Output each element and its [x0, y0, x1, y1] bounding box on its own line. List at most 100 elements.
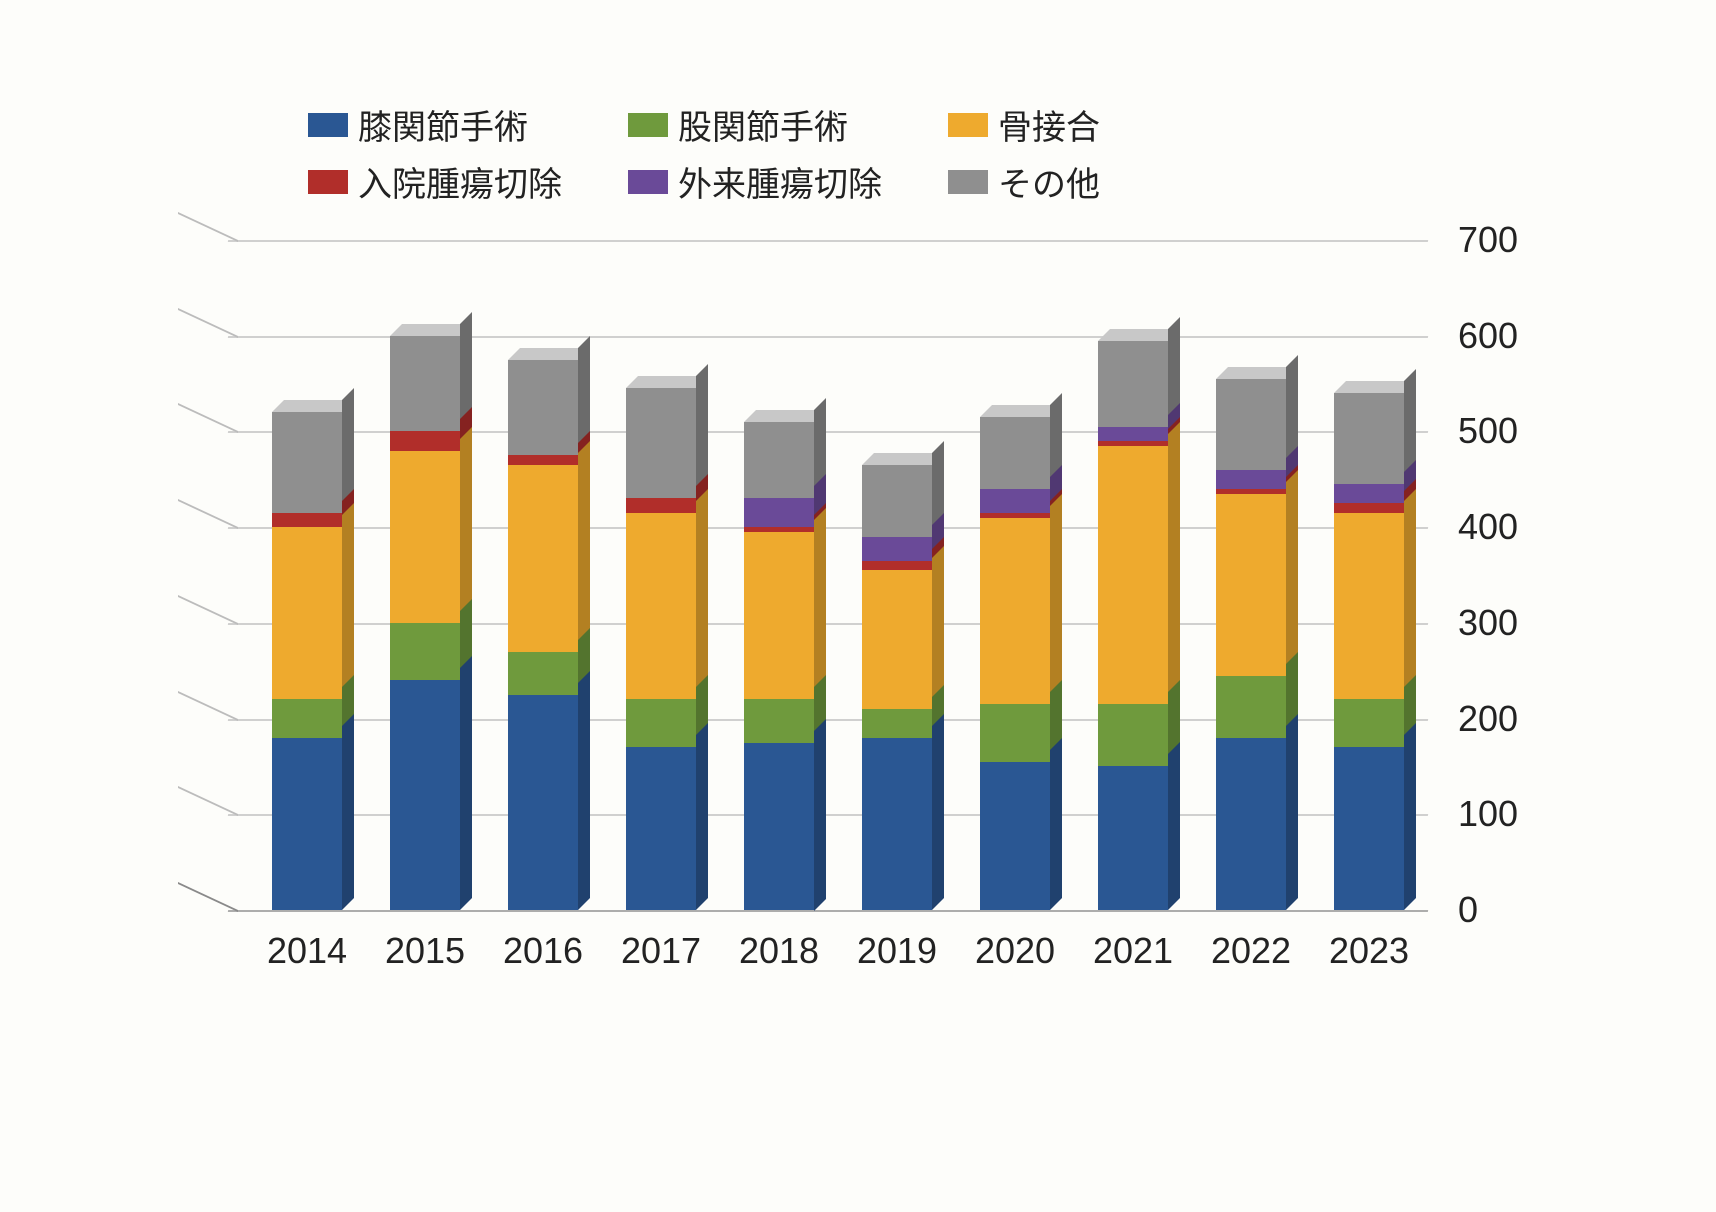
bar-segment-s4: [272, 513, 342, 527]
bar-2018: 2018: [744, 422, 814, 910]
legend-item-s2: 股関節手術: [628, 100, 908, 149]
bar-segment-s1: [390, 680, 460, 910]
y-tick-label: 0: [1458, 889, 1478, 931]
bar-segment-s3: [1216, 494, 1286, 676]
x-tick-label: 2021: [1093, 930, 1173, 972]
bar-segment-s6: [862, 465, 932, 537]
x-tick-label: 2015: [385, 930, 465, 972]
bar-segment-s6: [508, 360, 578, 456]
x-tick-label: 2014: [267, 930, 347, 972]
bar-segment-s3: [626, 513, 696, 700]
bar-segment-s2: [980, 704, 1050, 761]
bar-segment-s2: [744, 699, 814, 742]
x-tick-label: 2018: [739, 930, 819, 972]
bar-segment-s3: [1334, 513, 1404, 700]
gridline: [228, 240, 1428, 242]
bar-segment-s2: [390, 623, 460, 680]
bar-segment-s5: [1216, 470, 1286, 489]
bar-2016: 2016: [508, 360, 578, 910]
legend-item-s1: 膝関節手術: [308, 100, 588, 149]
bar-segment-s6: [626, 388, 696, 498]
bar-segment-s3: [862, 570, 932, 709]
legend: 膝関節手術 股関節手術 骨接合入院腫瘍切除 外来腫瘍切除 その他: [308, 100, 1228, 206]
bar-2023: 2023: [1334, 393, 1404, 910]
gridline-ledge: [178, 212, 238, 242]
x-tick-label: 2023: [1329, 930, 1409, 972]
legend-item-s3: 骨接合: [948, 100, 1228, 149]
bar-2022: 2022: [1216, 379, 1286, 910]
bar-segment-s1: [862, 738, 932, 910]
bar-segment-s3: [1098, 446, 1168, 704]
y-tick-label: 500: [1458, 410, 1518, 452]
bar-segment-s2: [272, 699, 342, 737]
legend-label: 骨接合: [998, 100, 1100, 149]
bar-segment-s4: [1334, 503, 1404, 513]
y-tick-label: 400: [1458, 506, 1518, 548]
bar-segment-s4: [508, 455, 578, 465]
bar-2017: 2017: [626, 388, 696, 910]
gridline: [228, 910, 1428, 912]
bar-segment-s6: [1098, 341, 1168, 427]
bar-2020: 2020: [980, 417, 1050, 910]
legend-item-s5: 外来腫瘍切除: [628, 157, 908, 206]
legend-swatch: [948, 170, 988, 194]
legend-swatch: [628, 113, 668, 137]
y-tick-label: 100: [1458, 793, 1518, 835]
x-tick-label: 2019: [857, 930, 937, 972]
bar-segment-s2: [862, 709, 932, 738]
bar-segment-s1: [980, 762, 1050, 910]
bar-segment-s6: [980, 417, 1050, 489]
bar-2021: 2021: [1098, 341, 1168, 911]
bar-2019: 2019: [862, 465, 932, 910]
legend-label: 入院腫瘍切除: [358, 157, 562, 206]
y-tick-label: 300: [1458, 602, 1518, 644]
bar-segment-s6: [390, 336, 460, 432]
bar-segment-s4: [390, 431, 460, 450]
legend-swatch: [948, 113, 988, 137]
legend-swatch: [308, 170, 348, 194]
bar-segment-s4: [862, 561, 932, 571]
bar-segment-s3: [744, 532, 814, 700]
x-tick-label: 2020: [975, 930, 1055, 972]
legend-label: その他: [998, 157, 1100, 206]
stacked-bar-chart: 膝関節手術 股関節手術 骨接合入院腫瘍切除 外来腫瘍切除 その他 0 100 200 300 4…: [108, 40, 1608, 1090]
y-tick-label: 700: [1458, 219, 1518, 261]
bar-segment-s2: [1334, 699, 1404, 747]
bar-segment-s6: [272, 412, 342, 513]
bar-segment-s3: [980, 518, 1050, 705]
legend-item-s6: その他: [948, 157, 1228, 206]
bar-segment-s2: [508, 652, 578, 695]
legend-swatch: [628, 170, 668, 194]
bar-segment-s6: [1334, 393, 1404, 484]
legend-label: 外来腫瘍切除: [678, 157, 882, 206]
legend-item-s4: 入院腫瘍切除: [308, 157, 588, 206]
bar-segment-s1: [1098, 766, 1168, 910]
bar-segment-s6: [1216, 379, 1286, 470]
plot-area: 0100200300400500600700201420152016201720…: [228, 240, 1428, 910]
bar-segment-s2: [1216, 676, 1286, 738]
bar-segment-s1: [272, 738, 342, 910]
bar-2015: 2015: [390, 336, 460, 910]
bar-segment-s2: [1098, 704, 1168, 766]
bar-segment-s1: [1216, 738, 1286, 910]
bar-segment-s5: [862, 537, 932, 561]
y-tick-label: 600: [1458, 315, 1518, 357]
bar-2014: 2014: [272, 412, 342, 910]
bar-segment-s1: [1334, 747, 1404, 910]
bar-segment-s5: [980, 489, 1050, 513]
x-tick-label: 2017: [621, 930, 701, 972]
bar-segment-s5: [1334, 484, 1404, 503]
legend-swatch: [308, 113, 348, 137]
legend-label: 股関節手術: [678, 100, 848, 149]
bar-segment-s2: [626, 699, 696, 747]
legend-label: 膝関節手術: [358, 100, 528, 149]
bar-segment-s3: [508, 465, 578, 652]
x-tick-label: 2022: [1211, 930, 1291, 972]
bar-segment-s6: [744, 422, 814, 499]
bar-segment-s5: [1098, 427, 1168, 441]
bar-segment-s1: [508, 695, 578, 910]
bar-segment-s5: [744, 498, 814, 527]
y-tick-label: 200: [1458, 698, 1518, 740]
x-tick-label: 2016: [503, 930, 583, 972]
bar-segment-s1: [744, 743, 814, 911]
